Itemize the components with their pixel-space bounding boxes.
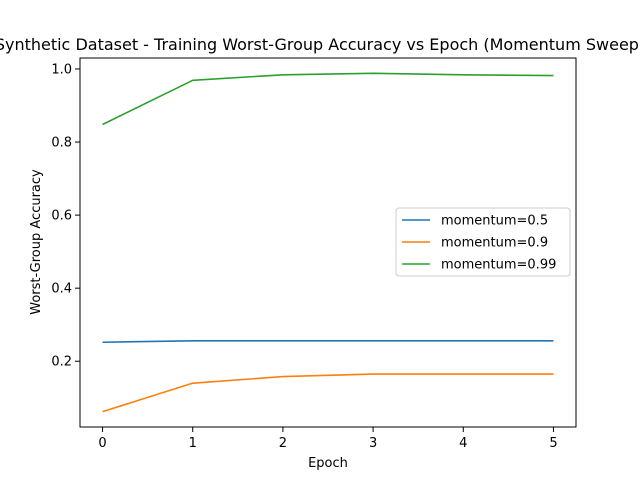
y-tick-label: 0.2 bbox=[51, 355, 72, 370]
x-tick-label: 1 bbox=[189, 436, 197, 451]
legend: momentum=0.5 momentum=0.9 momentum=0.99 bbox=[395, 207, 571, 277]
legend-label: momentum=0.9 bbox=[441, 236, 548, 251]
y-axis-label: Worst-Group Accuracy bbox=[29, 169, 44, 315]
y-tick-label: 0.4 bbox=[51, 282, 72, 297]
series-line-2 bbox=[102, 72, 554, 126]
x-axis-label: Epoch bbox=[308, 456, 348, 471]
x-tick-label: 0 bbox=[98, 436, 106, 451]
x-tick-label: 4 bbox=[459, 436, 467, 451]
y-axis-ticks: 0.2 0.4 0.6 0.8 1.0 bbox=[51, 62, 80, 370]
y-tick-label: 0.8 bbox=[51, 136, 72, 151]
y-tick-label: 0.6 bbox=[51, 209, 72, 224]
x-tick-label: 5 bbox=[549, 436, 557, 451]
x-tick-label: 3 bbox=[369, 436, 377, 451]
series-line-0 bbox=[102, 339, 554, 344]
x-axis-ticks: 0 1 2 3 4 5 bbox=[98, 427, 558, 451]
legend-label: momentum=0.99 bbox=[441, 258, 556, 273]
plot-frame bbox=[79, 57, 577, 428]
series-layer bbox=[102, 72, 554, 413]
chart-title: Synthetic Dataset - Training Worst-Group… bbox=[0, 35, 640, 54]
y-tick-label: 1.0 bbox=[51, 62, 72, 77]
plot-area bbox=[79, 57, 577, 428]
legend-label: momentum=0.5 bbox=[441, 214, 548, 229]
series-line-1 bbox=[102, 373, 554, 413]
x-tick-label: 2 bbox=[279, 436, 287, 451]
legend-box bbox=[395, 207, 571, 277]
